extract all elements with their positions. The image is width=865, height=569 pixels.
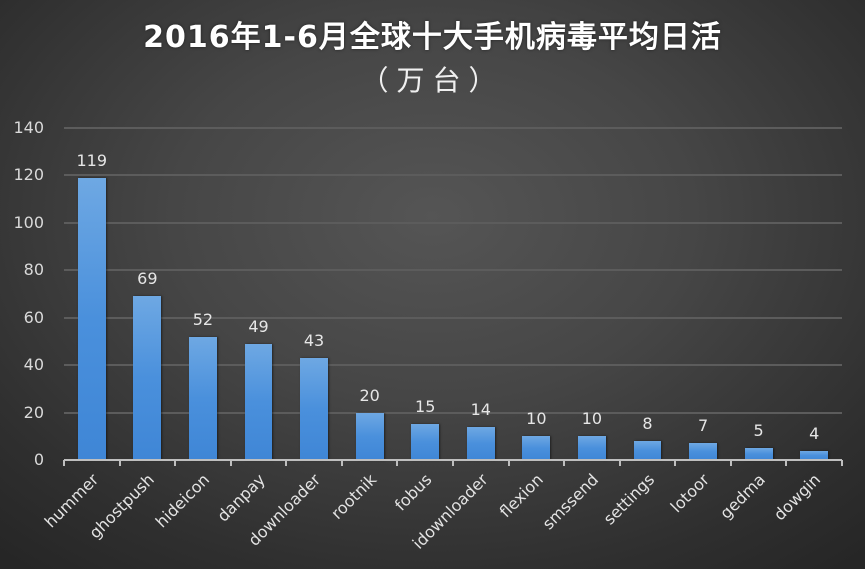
bar-flexion[interactable] [522,436,551,460]
data-label: 4 [809,423,820,443]
y-tick-label: 20 [23,402,44,422]
x-tick [785,460,788,466]
y-tick-label: 120 [13,165,44,185]
data-label: 8 [642,414,653,434]
data-label: 15 [415,397,436,417]
x-tick-label: smssend [538,469,603,534]
x-tick [841,460,843,466]
y-tick-label: 100 [13,212,44,232]
x-tick [118,460,121,466]
y-tick-label: 80 [23,260,44,280]
gridline [64,269,842,272]
x-tick-label: dowgin [770,469,825,525]
bar-downloader[interactable] [300,358,328,460]
data-label: 119 [76,150,108,170]
bar-fobus[interactable] [411,424,440,460]
y-tick-label: 60 [23,307,44,327]
data-label: 69 [137,269,158,289]
bar-dowgin[interactable] [800,450,829,460]
x-tick-label: rootnik [326,469,380,523]
x-tick [563,460,566,466]
y-tick-label: 140 [13,118,44,137]
bar-idownloader[interactable] [466,426,495,460]
x-tick-label: settings [599,469,658,529]
bar-rootnik[interactable] [355,412,384,460]
x-tick-label: flexion [495,469,548,522]
x-tick-label: lotoor [666,469,714,517]
x-tick-label: fobus [391,469,436,515]
data-label: 10 [526,409,547,429]
x-tick [340,460,343,466]
bar-gedma[interactable] [744,448,773,460]
data-label: 5 [753,421,764,441]
y-tick-label: 40 [23,355,44,375]
bar-smssend[interactable] [578,436,606,460]
bar-hideicon[interactable] [189,336,217,460]
bar-danpay[interactable] [244,343,273,460]
data-label: 43 [303,331,325,351]
bar-lotoor[interactable] [689,443,717,460]
x-tick-label: hideicon [151,469,214,532]
x-tick-label: danpay [212,469,269,526]
data-label: 10 [581,409,603,429]
data-label: 20 [359,385,380,405]
x-tick [507,460,510,466]
x-tick [618,460,621,466]
data-label: 14 [470,399,491,419]
gridline [64,364,842,367]
gridline [64,127,842,129]
chart-title: 2016年1-6月全球十大手机病毒平均日活 [143,20,722,55]
x-tick [63,460,65,466]
chart-subtitle: （万台） [360,64,505,97]
gridline [64,174,842,177]
x-tick [452,460,454,466]
bar-settings[interactable] [633,441,662,460]
data-label: 49 [248,316,269,336]
x-tick [729,460,732,466]
gridline [64,221,842,224]
gridline [64,411,842,414]
bar-ghostpush[interactable] [133,296,162,460]
y-tick-label: 0 [33,450,44,469]
data-label: 7 [697,416,709,436]
x-tick-label: gedma [715,469,769,523]
x-tick [396,460,399,466]
data-label: 52 [192,309,214,329]
x-tick [229,460,232,466]
gridline [64,316,842,319]
x-tick [174,460,177,466]
bar-hummer[interactable] [77,177,106,460]
x-tick [674,460,677,466]
x-tick [285,460,288,466]
